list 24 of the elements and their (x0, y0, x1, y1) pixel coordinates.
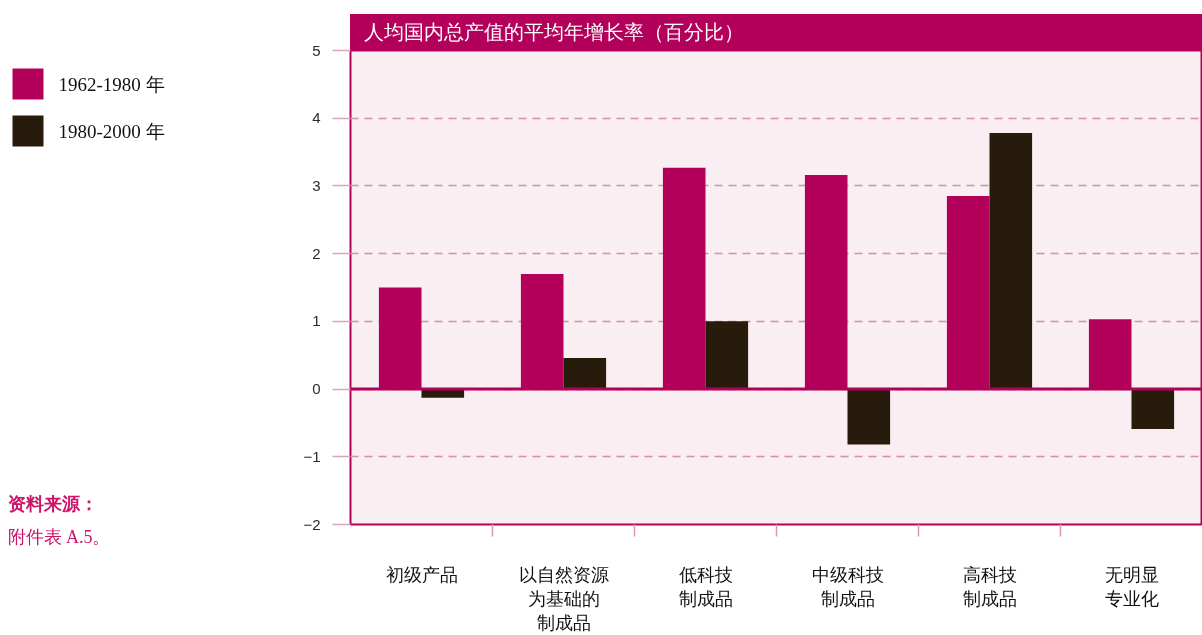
y-tick-label: 2 (312, 244, 321, 262)
x-tick-label: 无明显专业化 (1104, 564, 1159, 609)
y-tick-label: −2 (303, 515, 321, 533)
legend-label: 1980-2000 年 (58, 120, 165, 142)
x-tick-label: 低科技制成品 (678, 564, 733, 609)
y-tick-label: 4 (312, 109, 321, 127)
y-tick-label: −1 (303, 447, 321, 465)
bar (705, 321, 749, 390)
text: 附件表 A.5。 (7, 526, 111, 547)
x-tick-label: 中级科技制成品 (811, 564, 884, 609)
y-tick-label: 3 (312, 176, 321, 194)
bar (563, 357, 607, 390)
y-tick-label: 1 (312, 312, 321, 330)
legend-label: 1962-1980 年 (58, 73, 165, 95)
y-tick-label: 0 (312, 380, 321, 398)
y-tick-label: 5 (312, 41, 321, 59)
text: 资料来源： (7, 493, 98, 514)
bar (847, 389, 891, 445)
bar (989, 133, 1033, 390)
x-tick-label: 高科技制成品 (962, 564, 1017, 609)
bar (1131, 389, 1175, 430)
chart-title: 人均国内总产值的平均年增长率（百分比） (364, 20, 744, 45)
x-tick-label: 初级产品 (385, 564, 458, 585)
x-tick-label: 以自然资源为基础的制成品 (518, 564, 609, 633)
